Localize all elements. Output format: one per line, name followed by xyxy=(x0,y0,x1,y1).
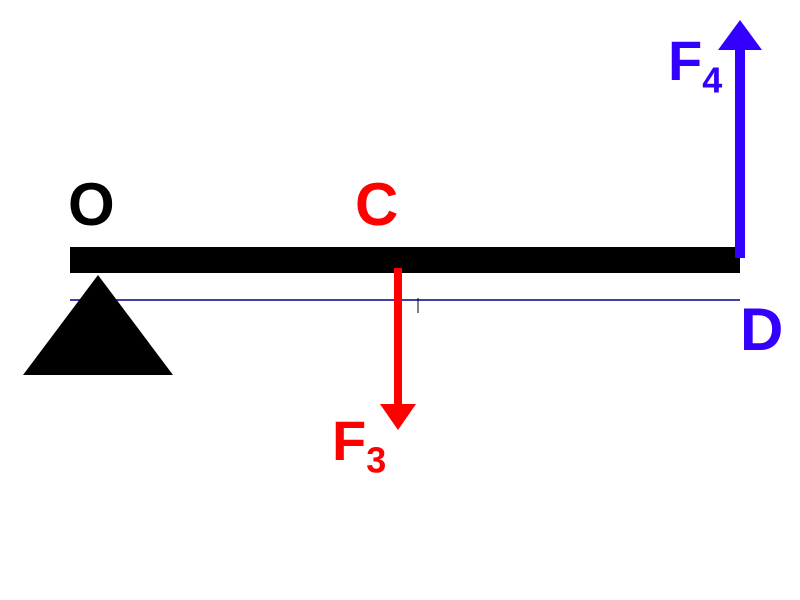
point-label-D: D xyxy=(740,296,783,363)
force-f4-label: F4 xyxy=(668,29,722,100)
force-f4: F4 xyxy=(668,20,762,258)
point-label-O: O xyxy=(68,171,115,238)
beam xyxy=(70,247,740,273)
point-label-C: C xyxy=(355,171,398,238)
force-f3-label: F3 xyxy=(332,409,386,480)
pin-support xyxy=(23,275,173,375)
beam-diagram: O C D F3 F4 xyxy=(0,0,800,600)
